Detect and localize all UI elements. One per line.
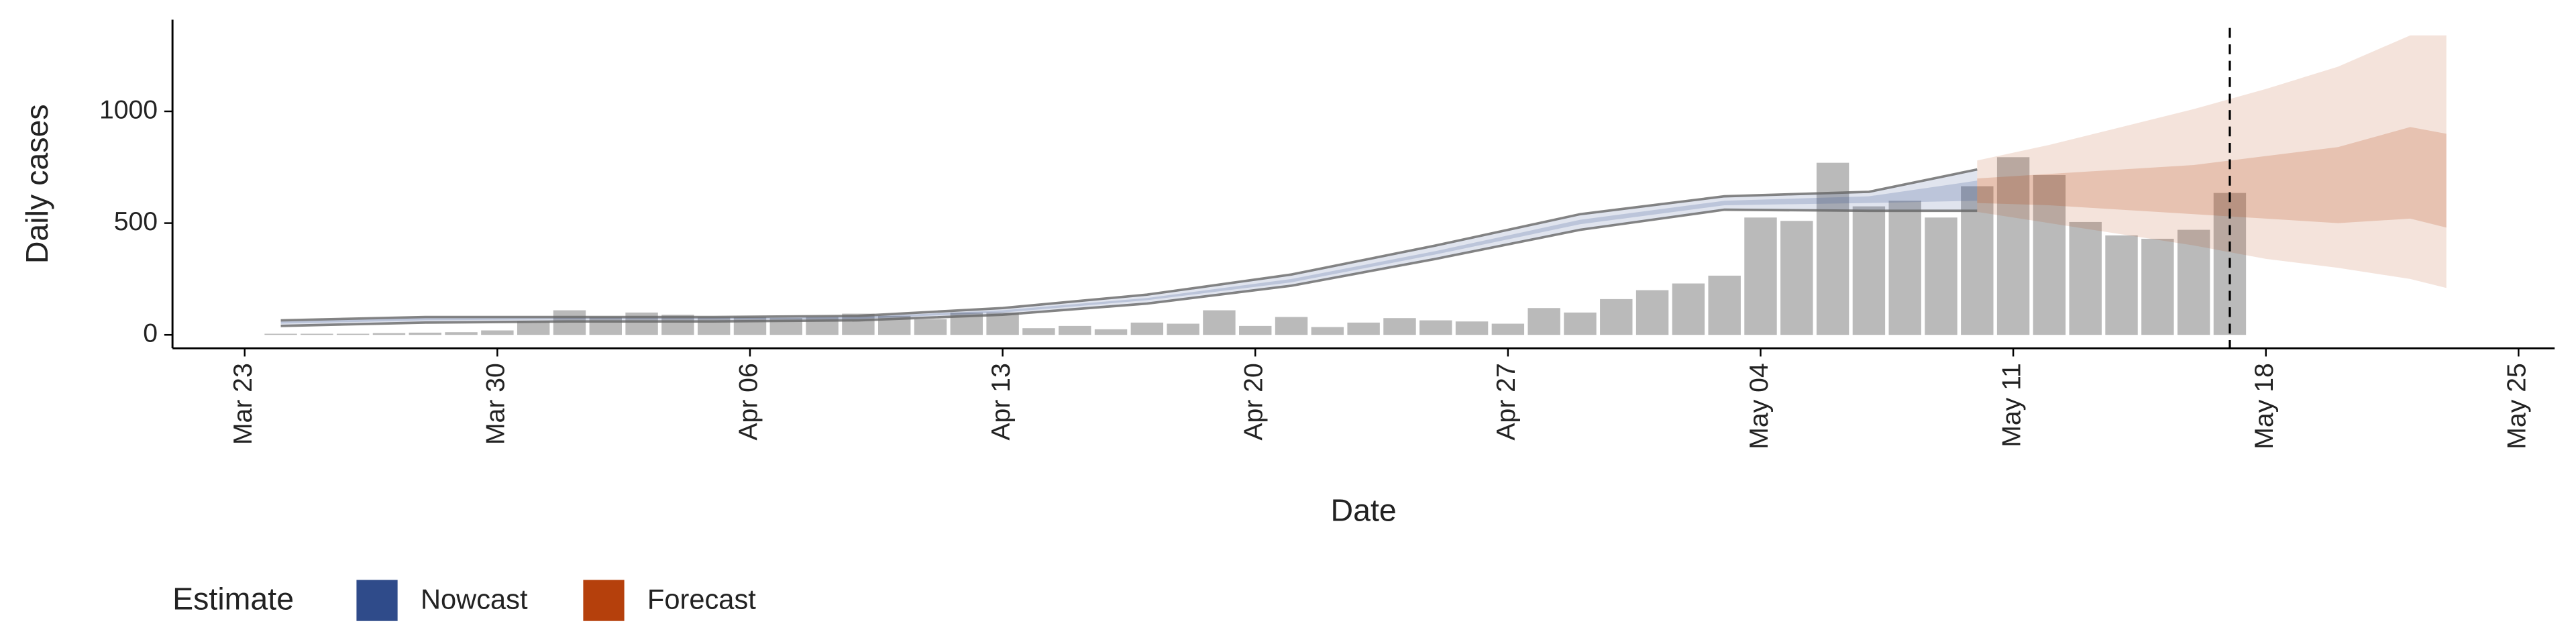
ribbon-edge (280, 168, 1978, 322)
ribbon (1977, 127, 2447, 228)
bar (517, 321, 550, 335)
bar (2105, 235, 2138, 335)
bar (1780, 221, 1813, 335)
bar (1094, 329, 1128, 335)
bar (589, 317, 622, 335)
x-tick-label: Apr 06 (734, 363, 763, 440)
bar (372, 333, 406, 335)
x-tick-label: May 18 (2250, 363, 2279, 449)
bar (2069, 221, 2102, 335)
bar (1311, 327, 1344, 335)
ribbon (1977, 35, 2447, 288)
x-tick-label: Mar 30 (482, 363, 511, 445)
x-tick-label: Apr 27 (1492, 363, 1521, 440)
bar (301, 333, 333, 335)
bar (1564, 312, 1597, 335)
bar (1635, 290, 1669, 335)
bar (1130, 322, 1164, 335)
bar (481, 330, 514, 335)
legend-swatch (356, 580, 398, 621)
bar (1527, 308, 1560, 335)
bar (2141, 238, 2174, 335)
bar (409, 332, 441, 335)
x-tick-label: Apr 13 (987, 363, 1016, 440)
bar (1816, 162, 1849, 335)
x-tick-label: Apr 20 (1240, 363, 1269, 440)
y-tick-label: 500 (114, 207, 158, 236)
bar (1347, 322, 1380, 335)
legend-label: Forecast (647, 583, 756, 614)
bar (914, 319, 947, 335)
bar (2177, 229, 2210, 335)
y-tick-label: 1000 (99, 95, 158, 124)
bar (264, 333, 297, 335)
bar (2033, 174, 2066, 335)
bar (1708, 275, 1741, 335)
bar (1167, 323, 1199, 335)
bar (445, 332, 478, 335)
y-axis-label: Daily cases (19, 104, 54, 264)
x-tick-label: May 11 (1997, 363, 2026, 447)
bar (1275, 317, 1308, 335)
x-axis-label: Date (1331, 492, 1397, 527)
y-tick-label: 0 (143, 319, 158, 348)
bar (1383, 318, 1416, 335)
bar (1239, 325, 1272, 335)
bar (1022, 328, 1055, 335)
bar (1419, 320, 1452, 335)
bar (1672, 283, 1705, 335)
bar (1059, 325, 1091, 335)
bar (336, 333, 370, 335)
bar (1491, 323, 1525, 335)
bar (697, 317, 731, 335)
bar (1996, 157, 2030, 335)
legend-label: Nowcast (421, 583, 528, 614)
bar (1925, 217, 1957, 335)
bar (1888, 201, 1921, 335)
ribbon-edge (280, 208, 1978, 327)
legend-title: Estimate (172, 582, 294, 616)
bar (1744, 217, 1777, 335)
bar (1203, 310, 1236, 335)
x-tick-label: May 25 (2503, 363, 2532, 449)
bar (1852, 206, 1886, 335)
legend-swatch (583, 580, 625, 621)
bar (1600, 299, 1633, 335)
x-tick-label: Mar 23 (229, 363, 258, 445)
x-tick-label: May 04 (1745, 363, 1774, 449)
bar (1455, 321, 1489, 335)
